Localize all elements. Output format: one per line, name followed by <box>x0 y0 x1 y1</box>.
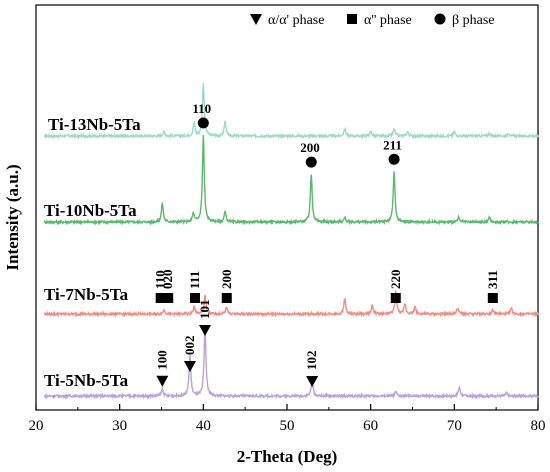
series-label: Ti-13Nb-5Ta <box>48 115 141 134</box>
peak-annotation: 100 <box>154 350 169 387</box>
phase-marker <box>487 293 498 303</box>
legend-marker <box>347 14 357 24</box>
peak-annotation: 110 <box>153 270 168 303</box>
series-label: Ti-7Nb-5Ta <box>44 285 129 304</box>
series-ti-10nb-5ta: Ti-10Nb-5Ta <box>43 134 539 226</box>
x-tick-label: 80 <box>531 418 546 434</box>
x-tick-label: 40 <box>196 418 211 434</box>
legend-marker <box>434 13 446 25</box>
phase-marker <box>305 156 317 168</box>
phase-marker <box>390 293 401 303</box>
peak-annotation: 211 <box>383 137 402 165</box>
x-tick-label: 20 <box>29 418 44 434</box>
legend-label: β phase <box>452 13 495 28</box>
phase-marker <box>155 293 166 303</box>
phase-marker <box>221 293 232 303</box>
phase-marker <box>163 293 174 303</box>
series-line <box>44 326 539 400</box>
phase-marker <box>306 376 319 387</box>
phase-marker <box>199 325 212 336</box>
series-label: Ti-10Nb-5Ta <box>44 201 137 220</box>
legend: α/α' phase α'' phase β phase <box>250 13 495 28</box>
series-ti-5nb-5ta: Ti-5Nb-5Ta <box>44 326 539 400</box>
series-ti-7nb-5ta: Ti-7Nb-5Ta <box>43 285 539 318</box>
phase-marker <box>388 153 400 165</box>
x-tick-label: 60 <box>363 418 378 434</box>
hkl-label: 220 <box>388 270 403 290</box>
x-tick-label: 50 <box>280 418 295 434</box>
hkl-label: 311 <box>485 270 500 289</box>
hkl-label: 100 <box>154 350 169 370</box>
hkl-label: 111 <box>187 271 202 289</box>
series-label: Ti-5Nb-5Ta <box>44 371 129 390</box>
series-ti-13nb-5ta: Ti-13Nb-5Ta <box>44 83 539 140</box>
hkl-label: 110 <box>192 101 211 116</box>
hkl-label: 020 <box>160 270 175 290</box>
peak-annotation: 111 <box>187 271 202 303</box>
legend-label: α/α' phase <box>268 13 324 28</box>
hkl-label: 200 <box>300 140 320 155</box>
hkl-label: 102 <box>304 351 319 371</box>
hkl-label: 002 <box>182 336 197 356</box>
x-axis: 20 30 40 50 60 70 80 <box>29 404 546 434</box>
legend-label: α'' phase <box>364 13 412 28</box>
hkl-label: 200 <box>219 270 234 290</box>
phase-marker <box>156 375 169 387</box>
series-line <box>44 83 539 140</box>
hkl-label: 110 <box>153 270 168 289</box>
peak-annotation: 200 <box>219 270 234 303</box>
series-line <box>43 134 539 226</box>
phase-marker <box>189 293 200 303</box>
peak-annotation: 200 <box>300 140 320 168</box>
phase-marker <box>197 117 209 129</box>
series-line <box>43 289 539 318</box>
x-tick-label: 30 <box>112 418 127 434</box>
phase-marker <box>183 361 196 372</box>
peak-annotation: 101 <box>197 300 212 336</box>
y-axis-title: Intensity (a.u.) <box>3 164 22 270</box>
hkl-label: 211 <box>383 137 402 152</box>
x-tick-label: 70 <box>447 418 462 434</box>
legend-marker <box>250 14 262 25</box>
peak-annotation: 102 <box>304 351 319 387</box>
peak-annotation: 002 <box>182 336 197 372</box>
peak-annotation: 220 <box>388 270 403 303</box>
x-axis-title: 2-Theta (Deg) <box>237 447 338 466</box>
peak-annotation: 020 <box>160 270 175 303</box>
peak-annotation: 110 <box>192 101 211 129</box>
hkl-label: 101 <box>197 300 212 320</box>
peak-annotation: 311 <box>485 270 500 303</box>
